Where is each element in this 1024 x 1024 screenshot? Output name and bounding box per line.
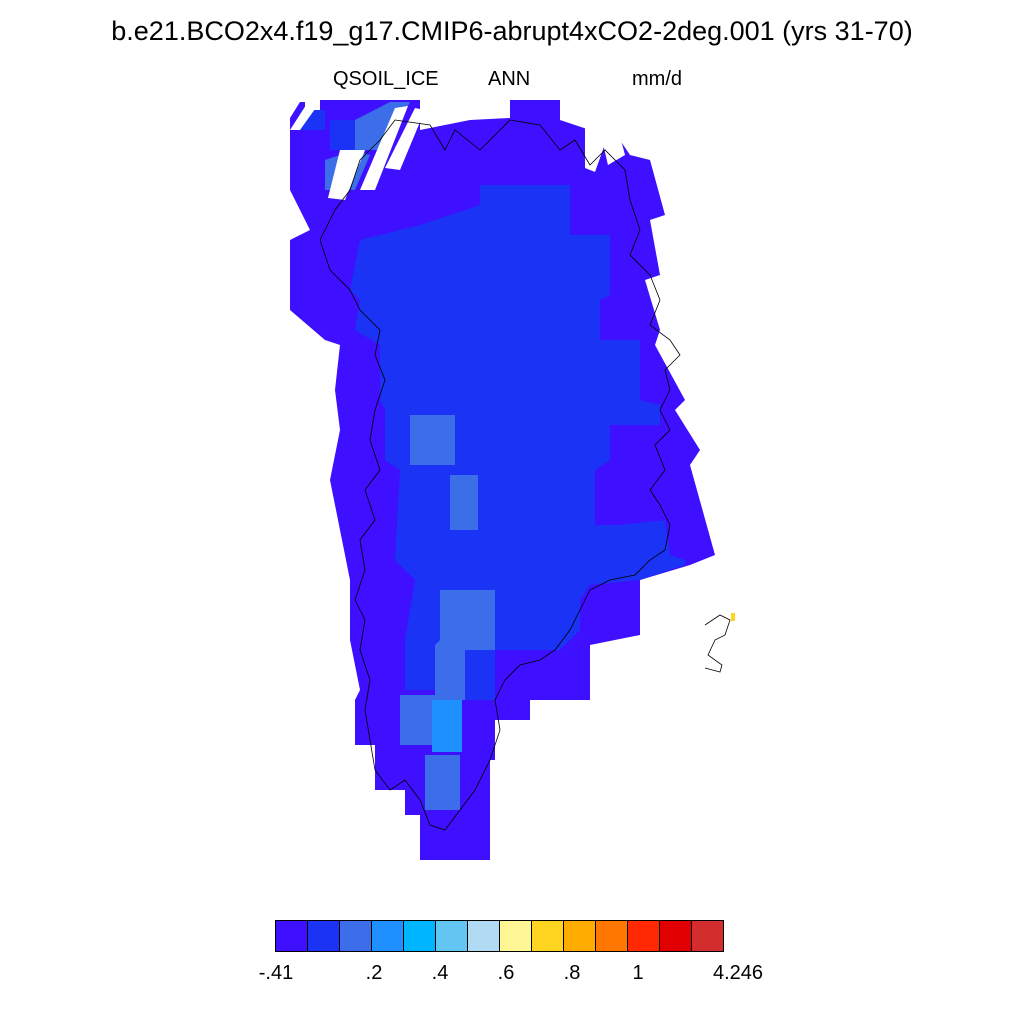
missing-data-gap	[328, 150, 365, 200]
iceland-coastline	[704, 614, 731, 673]
colorbar-tick-label: 1	[632, 962, 644, 984]
units-label: mm/d	[632, 68, 682, 90]
greenland-coastline	[319, 119, 681, 831]
colorbar	[275, 920, 724, 952]
colorbar-swatch	[275, 920, 308, 952]
plot-title: b.e21.BCO2x4.f19_g17.CMIP6-abrupt4xCO2-2…	[111, 16, 913, 46]
colorbar-swatch	[339, 920, 372, 952]
colorbar-swatch	[467, 920, 500, 952]
colorbar-tick-label: -.41	[258, 962, 294, 984]
colorbar-tick-label: 4.246	[712, 962, 764, 984]
colorbar-tick-label: .2	[365, 962, 383, 984]
missing-data-gap	[385, 108, 425, 170]
missing-data-gap	[595, 105, 625, 165]
data-cell	[525, 102, 560, 120]
colorbar-swatch	[531, 920, 564, 952]
missing-data-gap	[290, 102, 320, 130]
colorbar-tick-label: .8	[563, 962, 581, 984]
map-panel	[290, 100, 735, 860]
colorbar-swatch	[371, 920, 404, 952]
colorbar-swatch	[627, 920, 660, 952]
colorbar-swatch	[403, 920, 436, 952]
data-cells	[290, 100, 735, 860]
colorbar-swatch	[307, 920, 340, 952]
coastline	[319, 119, 731, 831]
missing-data-gap	[290, 102, 300, 118]
data-cell	[350, 185, 685, 700]
colorbar-swatch	[595, 920, 628, 952]
colorbar-swatch	[691, 920, 724, 952]
colorbar-swatch	[435, 920, 468, 952]
data-cell	[425, 755, 460, 810]
data-cell	[731, 613, 735, 621]
variable-name: QSOIL_ICE	[333, 68, 439, 90]
season-label: ANN	[488, 68, 531, 90]
colorbar-tick-label: .6	[497, 962, 515, 984]
data-cell	[450, 475, 478, 530]
missing-data-gap	[360, 106, 408, 190]
colorbar-swatch	[563, 920, 596, 952]
data-cell	[400, 695, 440, 745]
colorbar-tick-label: .4	[431, 962, 449, 984]
data-cell	[410, 415, 455, 465]
colorbar-swatch	[499, 920, 532, 952]
colorbar-swatch	[659, 920, 692, 952]
data-cell	[435, 590, 495, 700]
data-cell	[330, 120, 360, 150]
data-cell	[432, 700, 462, 752]
data-cell	[320, 190, 335, 225]
